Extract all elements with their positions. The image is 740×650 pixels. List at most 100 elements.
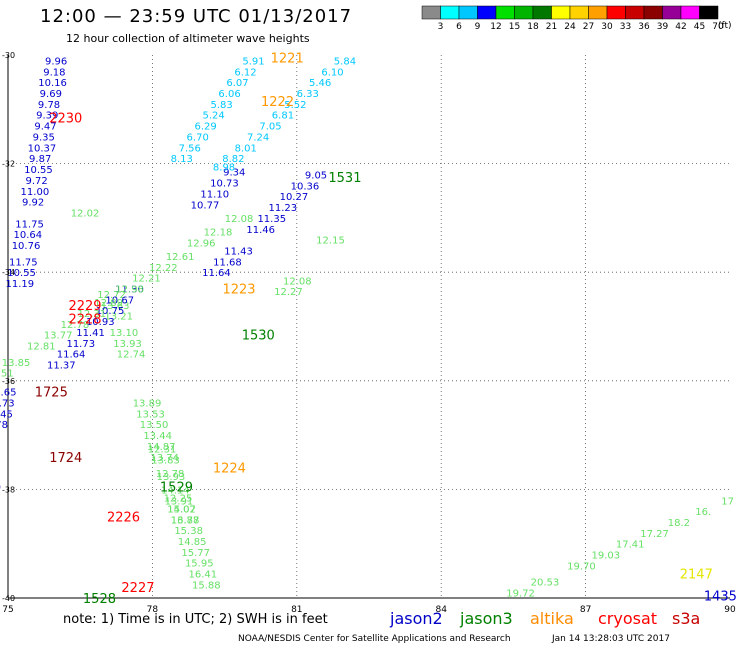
swh-value-label: 18.2 [668,518,690,529]
swh-value-label: 12.21 [132,274,161,285]
swh-value-label: 9.92 [22,198,44,209]
lat-tick-label: -34 [2,268,15,277]
swh-value-label: 6.33 [297,89,319,100]
pass-time-label: 1528 [83,592,116,607]
pass-time-label: 2230 [49,111,82,126]
swh-value-label: 12.74 [117,350,146,361]
track-jason2-right: 9.0510.3610.2711.2311.3511.4611.4311.681… [202,170,327,279]
legend-tick: 15 [509,22,520,32]
legend-swatch [699,5,719,20]
swh-value-label: 11.64 [202,268,231,279]
swh-value-label: 9.69 [40,89,62,100]
swh-value-label: 12.89 [94,298,123,309]
swh-value-label: 11.00 [21,187,50,198]
swh-value-label: 12.81 [27,342,56,353]
swh-value-label: 12.61 [166,252,195,263]
swh-value-label: 10.73 [210,179,239,190]
swh-value-label: 9.78 [0,420,8,431]
legend-swatch [662,5,682,20]
swh-value-label: 13.85 [2,358,31,369]
swh-value-label: 11.68 [213,257,242,268]
satellite-label-jason2: jason2 [390,609,443,628]
legend-tick: 6 [456,22,462,32]
swh-value-label: 8.82 [222,154,244,165]
swh-value-label: 13.89 [133,399,162,410]
swh-value-label: 12.31 [148,445,177,456]
legend-swatch [514,5,534,20]
swh-value-label: 13.44 [143,431,172,442]
legend-swatch [495,5,515,20]
swh-value-label: 10.55 [24,165,53,176]
swh-value-label: 10.27 [280,192,309,203]
legend-tick: 39 [657,22,669,32]
footer-credit: NOAA/NESDIS Center for Satellite Applica… [238,634,511,644]
swh-value-label: 9.34 [223,168,245,179]
legend-tick: 30 [601,22,613,32]
swh-value-label: 15.95 [185,559,214,570]
track-cryosat-track: 5.846.105.466.335.526.817.057.248.018.82… [213,56,356,173]
swh-value-label: 6.07 [226,78,248,89]
track-jason3-left: 12.0212.7213.6313.2113.1013.9312.7413.89… [71,208,221,591]
footer-timestamp: Jan 14 13:28:03 UTC 2017 [552,634,670,644]
track-jason2-center: 9.3410.7311.1010.7711.3010.6710.7510.931… [47,168,245,372]
swh-value-label: 9.78 [38,100,60,111]
swh-value-label: 15.77 [181,548,210,559]
pass-time-label: 1435 [704,589,737,604]
swh-value-label: 11.75 [15,219,44,230]
swh-value-label: 13.93 [157,472,186,483]
legend-swatch [680,5,700,20]
pass-time-label: 1222 [261,95,294,110]
swh-value-label: 10.75 [96,306,125,317]
page-subtitle: 12 hour collection of altimeter wave hei… [66,32,310,45]
swh-value-label: 12.02 [71,208,100,219]
swh-value-label: 8.13 [171,154,193,165]
legend-tick: 42 [675,22,686,32]
lon-tick-label: 81 [291,605,302,615]
swh-value-label: 12.78 [156,469,185,480]
legend-unit: (ft) [718,21,732,31]
legend-swatch [421,5,441,20]
pass-time-label: 2229 [68,299,101,314]
pass-time-label: 2227 [121,581,154,596]
legend-tick: 45 [694,22,705,32]
swh-value-label: 13.51 [0,369,14,380]
swh-value-label: 12.72 [97,290,126,301]
swh-value-label: 13.53 [136,409,165,420]
swh-value-label: 20.53 [531,578,560,589]
swh-value-label: 11.64 [57,350,86,361]
swh-value-label: 16.41 [188,570,217,581]
swh-value-label: 13.63 [101,301,130,312]
swh-value-label: 13.50 [140,420,169,431]
swh-value-label: 6.12 [234,67,256,78]
swh-value-label: 10.16 [38,78,67,89]
pass-time-label: 1529 [160,481,193,496]
legend-tick: 24 [564,22,576,32]
swh-value-label: 6.29 [195,122,217,133]
pass-time-label: 2147 [680,568,713,583]
legend-swatch [606,5,626,20]
swh-value-label: 13.93 [113,339,142,350]
legend-swatch [477,5,497,20]
swh-value-label: 10.64 [13,230,42,241]
swh-value-label: 19.70 [567,561,596,572]
swh-value-label: 7.56 [179,143,201,154]
swh-value-label: 11.19 [6,279,35,290]
swh-value-label: 19.72 [506,589,535,600]
swh-value-label: 15.07 [167,504,196,515]
legend-tick: 33 [620,22,631,32]
swh-value-label: 11.75 [9,257,38,268]
swh-value-label: 19.03 [591,551,620,562]
swh-value-label: 14.85 [178,537,207,548]
satellite-label-jason3: jason3 [460,609,513,628]
legend-swatch [625,5,645,20]
swh-value-label: 11.73 [0,399,15,410]
pass-time-label: 1224 [213,462,246,477]
swh-value-label: 6.81 [272,111,294,122]
swh-value-label: 6.10 [321,67,343,78]
swh-value-label: 12.96 [187,238,216,249]
swh-value-label: 10.36 [291,181,320,192]
